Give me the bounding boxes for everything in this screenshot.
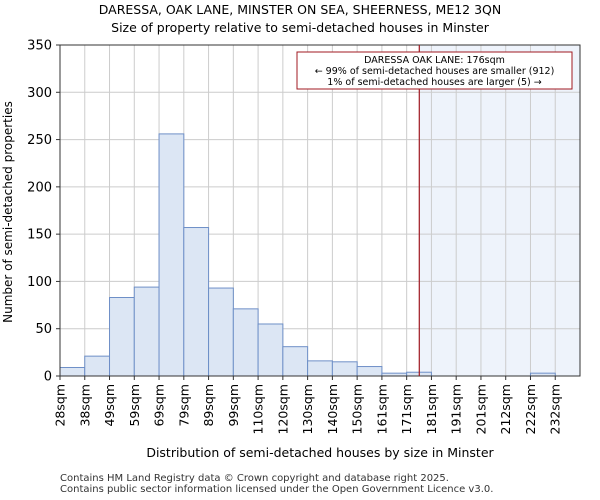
x-tick-label-49sqm: 49sqm [102,384,117,427]
x-tick-label-222sqm: 222sqm [523,384,538,434]
x-tick-label-150sqm: 150sqm [350,384,365,434]
x-tick-label-59sqm: 59sqm [127,384,142,427]
bar-79sqm [183,227,210,377]
x-tick-label-99sqm: 99sqm [226,384,241,427]
x-tick-label-171sqm: 171sqm [399,384,414,434]
y-tick-label-250: 250 [27,133,52,148]
x-tick-label-89sqm: 89sqm [201,384,216,427]
y-tick-label-150: 150 [27,228,52,243]
x-tick-label-212sqm: 212sqm [498,384,513,434]
footer: Contains HM Land Registry data © Crown c… [60,473,493,495]
plot-frame [59,44,581,377]
annotation-smaller: ← 99% of semi-detached houses are smalle… [315,66,555,77]
bar-99sqm [232,308,259,377]
bar-140sqm [331,361,358,377]
bar-49sqm [109,297,135,377]
y-tick-label-0: 0 [44,370,52,385]
x-tick-label-120sqm: 120sqm [275,384,290,434]
x-tick-label-232sqm: 232sqm [548,384,563,434]
annotation-title: DARESSA OAK LANE: 176sqm [364,55,505,66]
x-tick-label-28sqm: 28sqm [53,384,68,427]
bar-28sqm [59,366,86,377]
bar-120sqm [282,346,309,377]
x-tick-label-130sqm: 130sqm [300,384,315,434]
x-tick-label-191sqm: 191sqm [449,384,464,434]
x-tick-label-161sqm: 161sqm [374,384,389,434]
footer-line-2: Contains public sector information licen… [60,484,494,495]
chart-subtitle: Size of property relative to semi-detach… [111,20,489,35]
annotation-box [296,51,573,90]
x-tick-label-79sqm: 79sqm [176,384,191,427]
y-tick-label-200: 200 [27,180,52,195]
annotation-larger: 1% of semi-detached houses are larger (5… [327,77,541,88]
y-tick-label-50: 50 [35,322,52,337]
bar-89sqm [208,287,234,377]
bar-110sqm [257,323,284,377]
bar-59sqm [133,286,160,377]
x-tick-label-140sqm: 140sqm [325,384,340,434]
x-tick-label-38sqm: 38sqm [77,384,92,427]
chart-title-block: DARESSA, OAK LANE, MINSTER ON SEA, SHEER… [0,1,600,37]
chart-title: DARESSA, OAK LANE, MINSTER ON SEA, SHEER… [98,2,502,17]
bar-69sqm [158,133,185,377]
x-axis-label: Distribution of semi-detached houses by … [146,445,494,460]
x-tick-label-69sqm: 69sqm [152,384,167,427]
bar-130sqm [307,360,333,377]
x-tick-label-201sqm: 201sqm [473,384,488,434]
footer-line-1: Contains HM Land Registry data © Crown c… [60,473,449,484]
y-tick-label-350: 350 [27,39,52,54]
x-tick-label-110sqm: 110sqm [251,384,266,434]
y-tick-label-100: 100 [27,275,52,290]
x-tick-label-181sqm: 181sqm [424,384,439,434]
larger-region-shade [419,45,580,376]
bar-150sqm [356,366,383,377]
y-tick-label-300: 300 [27,86,52,101]
bar-38sqm [84,355,111,377]
